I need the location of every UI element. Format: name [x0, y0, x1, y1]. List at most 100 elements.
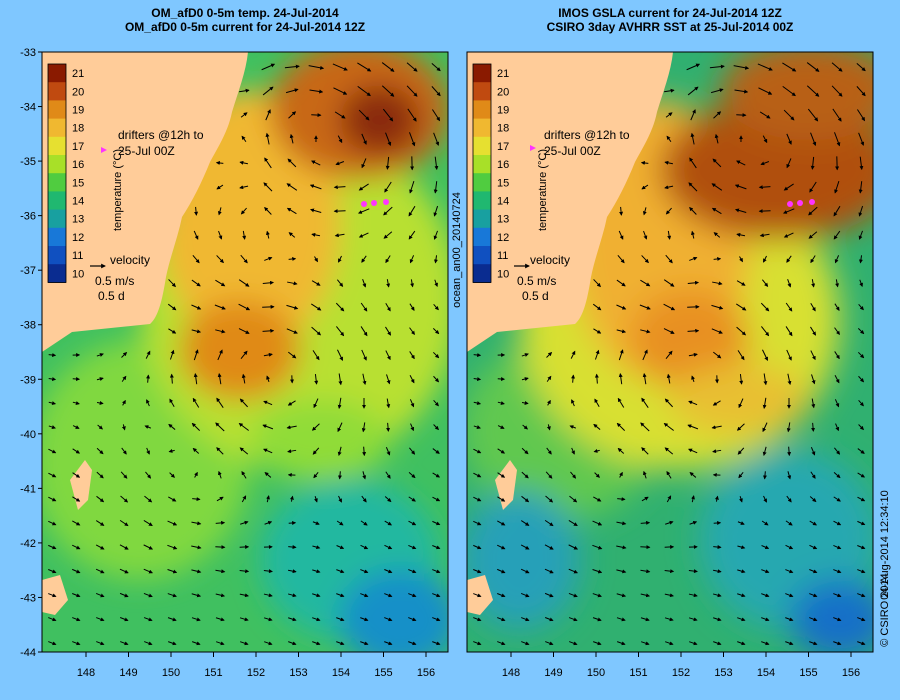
- lon-tick-label: 152: [672, 667, 690, 679]
- velocity-arrow: [834, 351, 840, 360]
- velocity-arrow: [72, 496, 81, 502]
- velocity-arrow: [286, 183, 298, 191]
- velocity-arrow: [497, 617, 506, 622]
- colorbar-tick-label: 18: [72, 123, 84, 135]
- velocity-arrow: [288, 351, 297, 359]
- velocity-arrow: [643, 230, 648, 240]
- right-colorbar: 21 20 19 18 17 16 15 14 13 12 11 10: [472, 63, 509, 283]
- velocity-arrow: [783, 183, 794, 191]
- velocity-arrow: [409, 180, 415, 194]
- velocity-arrow: [361, 495, 367, 503]
- latitude-axis: -33 -34 -35 -36 -37 -38 -39 -40 -41 -42 -43 -44: [20, 47, 42, 659]
- velocity-arrow: [191, 617, 201, 622]
- colorbar-swatch: [48, 136, 66, 156]
- velocity-arrow: [592, 568, 603, 574]
- velocity-arrow: [386, 374, 391, 385]
- velocity-arrow: [217, 207, 222, 216]
- velocity-arrow: [834, 132, 841, 147]
- velocity-arrow: [72, 472, 81, 478]
- velocity-arrow: [640, 569, 651, 574]
- velocity-arrow: [48, 569, 57, 574]
- velocity-arrow: [568, 592, 578, 598]
- velocity-arrow: [640, 329, 651, 334]
- velocity-arrow: [664, 447, 674, 455]
- drifter-marker: [787, 201, 793, 207]
- velocity-arrow: [545, 641, 554, 646]
- colorbar-tick-label: 10: [497, 268, 509, 280]
- velocity-arrow: [335, 161, 345, 166]
- velocity-arrow: [48, 353, 57, 358]
- velocity-arrow: [785, 569, 794, 574]
- velocity-arrow: [384, 181, 392, 193]
- velocity-arrow: [473, 401, 482, 405]
- velocity-arrow: [167, 617, 177, 622]
- velocity-arrow: [521, 495, 530, 503]
- velocity-arrow: [712, 449, 722, 454]
- velocity-arrow: [432, 351, 440, 359]
- velocity-arrow: [810, 132, 817, 147]
- velocity-arrow: [834, 255, 840, 264]
- velocity-arrow: [712, 569, 722, 574]
- velocity-arrow: [857, 448, 865, 454]
- velocity-arrow: [263, 593, 273, 598]
- velocity-arrow: [431, 86, 441, 97]
- velocity-arrow: [811, 374, 816, 385]
- velocity-arrow: [120, 495, 129, 503]
- velocity-arrow: [473, 377, 482, 381]
- velocity-arrow: [289, 495, 294, 502]
- velocity-arrow: [432, 496, 441, 502]
- velocity-arrow: [737, 641, 746, 646]
- velocity-arrow: [432, 520, 441, 526]
- velocity-arrow: [835, 279, 840, 288]
- velocity-arrow: [310, 208, 322, 213]
- lat-tick-label: -39: [20, 374, 36, 386]
- velocity-arrow: [663, 328, 675, 334]
- velocity-arrow: [834, 180, 840, 194]
- velocity-arrow: [640, 160, 649, 165]
- velocity-arrow: [338, 373, 343, 386]
- velocity-arrow: [810, 350, 816, 361]
- velocity-arrow: [358, 208, 370, 214]
- velocity-arrow: [785, 617, 794, 622]
- velocity-arrow: [785, 593, 794, 598]
- velocity-arrow: [835, 423, 840, 432]
- velocity-arrow: [263, 569, 273, 574]
- colorbar-swatch: [48, 227, 66, 247]
- velocity-arrow: [287, 400, 296, 406]
- velocity-arrow: [238, 303, 251, 311]
- velocity-arrow: [546, 351, 553, 358]
- velocity-arrow: [48, 401, 57, 405]
- velocity-arrow: [242, 230, 247, 240]
- velocity-arrow: [336, 279, 344, 287]
- velocity-arrow: [146, 399, 150, 407]
- velocity-arrow: [521, 641, 530, 646]
- velocity-arrow: [758, 185, 771, 190]
- colorbar-swatch: [48, 64, 66, 83]
- velocity-arrow: [96, 377, 104, 381]
- velocity-arrow: [314, 496, 318, 503]
- velocity-arrow: [833, 230, 841, 240]
- velocity-arrow: [262, 86, 274, 96]
- velocity-arrow: [665, 641, 674, 646]
- velocity-arrow: [689, 157, 697, 169]
- velocity-arrow: [616, 641, 626, 646]
- velocity-arrow: [712, 400, 721, 406]
- lon-tick-label: 153: [289, 667, 307, 679]
- velocity-arrow: [520, 592, 530, 598]
- velocity-arrow: [385, 255, 391, 264]
- velocity-arrow: [737, 521, 745, 525]
- velocity-arrow: [408, 472, 416, 479]
- velocity-arrow: [856, 62, 866, 72]
- velocity-arrow: [763, 255, 767, 263]
- velocity-arrow: [857, 641, 866, 646]
- velocity-arrow: [433, 181, 438, 194]
- velocity-arrow: [497, 641, 506, 646]
- velocity-arrow: [433, 375, 440, 383]
- velocity-arrow: [143, 568, 153, 574]
- velocity-arrow: [758, 87, 773, 95]
- velocity-arrow: [239, 185, 249, 190]
- velocity-arrow: [594, 373, 599, 384]
- left-map-frame: [41, 51, 449, 653]
- velocity-arrow: [239, 593, 249, 598]
